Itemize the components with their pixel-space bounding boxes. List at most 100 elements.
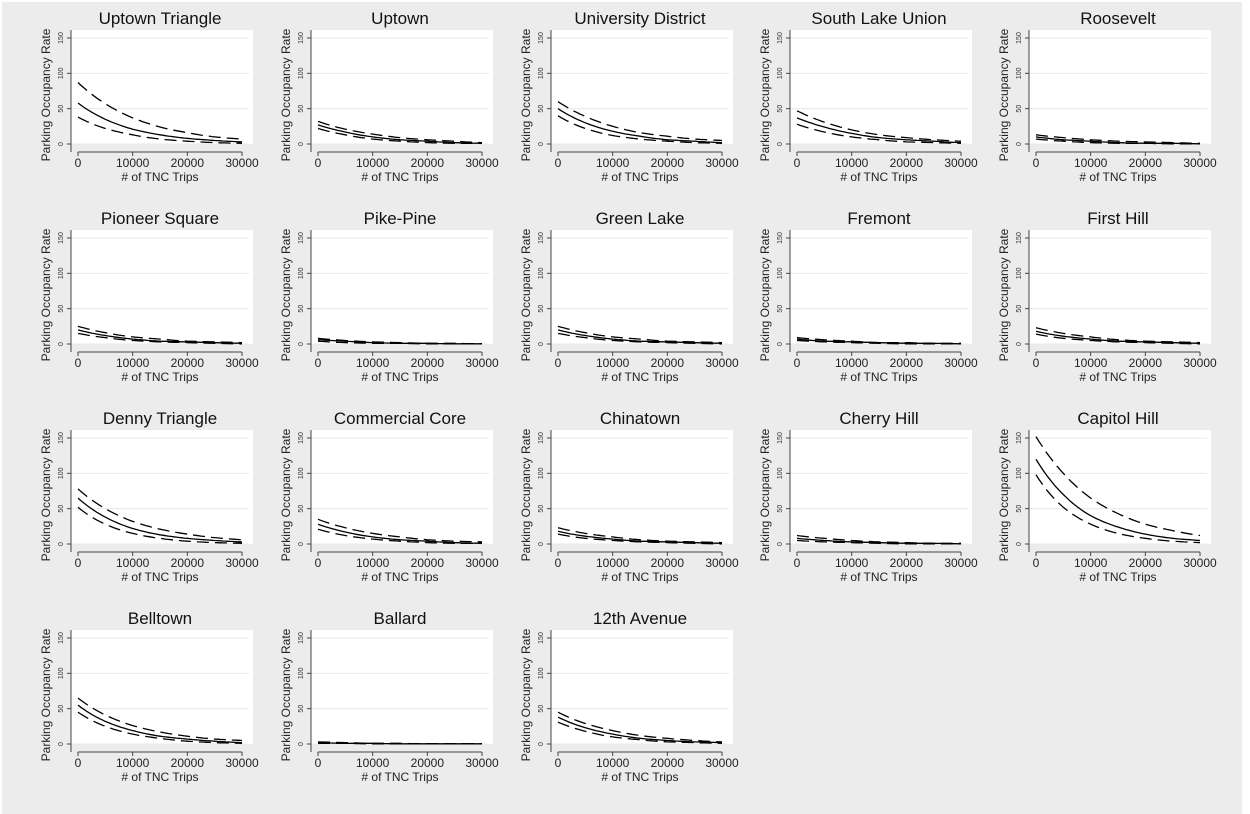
x-axis-label: # of TNC Trips: [601, 370, 678, 384]
y-tick-label: 50: [1016, 505, 1023, 513]
series-line-estimate: [77, 497, 243, 543]
x-tick-label: 0: [75, 756, 82, 770]
panel-title: 12th Avenue: [593, 609, 687, 628]
x-axis-label: # of TNC Trips: [361, 770, 438, 784]
series-line-lower-bound: [557, 721, 723, 744]
x-tick-label: 20000: [171, 356, 205, 370]
x-axis-label: # of TNC Trips: [840, 570, 917, 584]
x-tick-label: 10000: [596, 356, 630, 370]
series-line-upper-bound: [1035, 436, 1201, 537]
x-tick-label: 20000: [411, 756, 445, 770]
y-tick-label: 150: [298, 32, 305, 44]
x-tick-label: 30000: [225, 356, 259, 370]
x-tick-label: 0: [1033, 156, 1040, 170]
y-tick-label: 150: [1016, 32, 1023, 44]
y-tick-label: 0: [538, 742, 545, 746]
x-tick-label: 0: [555, 556, 562, 570]
y-tick-label: 50: [58, 505, 65, 513]
x-tick-label: 10000: [835, 156, 869, 170]
y-tick-label: 0: [538, 342, 545, 346]
y-axis-label: Parking Occupancy Rate: [997, 428, 1011, 561]
y-tick-label: 100: [777, 267, 784, 279]
x-axis-label: # of TNC Trips: [121, 770, 198, 784]
series-line-lower-bound: [317, 528, 482, 544]
x-tick-label: 20000: [1129, 556, 1163, 570]
x-tick-label: 0: [75, 556, 82, 570]
y-tick-label: 0: [298, 542, 305, 546]
y-tick-label: 100: [298, 67, 305, 79]
x-tick-label: 20000: [1129, 156, 1163, 170]
series-line-upper-bound: [317, 518, 483, 543]
plot-area: [311, 430, 493, 544]
plot-area: [71, 230, 253, 344]
series-line-lower-bound: [557, 533, 722, 545]
plot-area: [71, 430, 253, 544]
panel-ballard: Ballard 0 50 100 150 0 10000 20000 30000 # of TNC…: [279, 609, 499, 784]
x-tick-label: 0: [75, 356, 82, 370]
x-tick-label: 10000: [596, 756, 630, 770]
panel-first-hill: First Hill 0 50 100 150 0 10000 20000 30000 # of …: [997, 209, 1217, 384]
plot-area: [311, 30, 493, 144]
x-tick-label: 30000: [944, 156, 978, 170]
series-line-estimate: [796, 117, 962, 144]
y-axis-label: Parking Occupancy Rate: [758, 28, 772, 161]
y-tick-label: 100: [538, 467, 545, 479]
plot-area: [790, 30, 972, 144]
panel-title: Commercial Core: [334, 409, 466, 428]
series-line-estimate: [317, 124, 483, 144]
x-tick-label: 0: [555, 156, 562, 170]
x-axis-label: # of TNC Trips: [361, 370, 438, 384]
panel-denny-triangle: Denny Triangle 0 50 100 150 0 10000 20000 30000 #…: [39, 409, 259, 584]
y-tick-label: 150: [298, 232, 305, 244]
series-line-upper-bound: [796, 110, 962, 142]
y-tick-label: 100: [538, 267, 545, 279]
y-tick-label: 100: [1016, 267, 1023, 279]
y-tick-label: 0: [1016, 342, 1023, 346]
series-line-lower-bound: [796, 123, 962, 144]
y-tick-label: 150: [58, 432, 65, 444]
y-tick-label: 0: [1016, 542, 1023, 546]
y-tick-label: 50: [777, 305, 784, 313]
y-tick-label: 50: [777, 105, 784, 113]
y-axis-label: Parking Occupancy Rate: [279, 228, 293, 361]
y-tick-label: 50: [58, 705, 65, 713]
y-tick-label: 0: [298, 142, 305, 146]
series-line-estimate: [557, 716, 723, 744]
panel-title: Uptown: [371, 9, 429, 28]
x-tick-label: 10000: [116, 156, 150, 170]
x-tick-label: 0: [555, 756, 562, 770]
y-axis-label: Parking Occupancy Rate: [279, 28, 293, 161]
series-line-estimate: [1035, 458, 1201, 542]
y-tick-label: 0: [777, 142, 784, 146]
y-axis-label: Parking Occupancy Rate: [39, 228, 53, 361]
x-tick-label: 30000: [705, 156, 739, 170]
y-tick-label: 150: [1016, 432, 1023, 444]
panel-title: Cherry Hill: [839, 409, 918, 428]
panel-12th-avenue: 12th Avenue 0 50 100 150 0 10000 20000 30000 # of…: [519, 609, 739, 784]
x-tick-label: 30000: [944, 356, 978, 370]
x-tick-label: 10000: [596, 556, 630, 570]
y-tick-label: 0: [58, 542, 65, 546]
y-tick-label: 50: [58, 305, 65, 313]
x-tick-label: 20000: [1129, 356, 1163, 370]
y-axis-label: Parking Occupancy Rate: [519, 428, 533, 561]
series-line-estimate: [317, 523, 483, 544]
panel-title: Belltown: [128, 609, 192, 628]
y-tick-label: 100: [1016, 467, 1023, 479]
plot-area: [71, 30, 253, 144]
plot-area: [1029, 430, 1211, 544]
x-tick-label: 30000: [465, 356, 499, 370]
panel-title: South Lake Union: [811, 9, 946, 28]
series-line-upper-bound: [557, 711, 723, 743]
x-tick-label: 10000: [356, 156, 390, 170]
series-line-lower-bound: [796, 539, 961, 545]
x-tick-label: 0: [315, 156, 322, 170]
plot-area: [311, 230, 493, 344]
x-tick-label: 20000: [890, 556, 924, 570]
y-tick-label: 150: [1016, 232, 1023, 244]
x-tick-label: 10000: [835, 556, 869, 570]
x-axis-label: # of TNC Trips: [1079, 170, 1156, 184]
y-tick-label: 150: [538, 232, 545, 244]
y-tick-label: 150: [777, 432, 784, 444]
